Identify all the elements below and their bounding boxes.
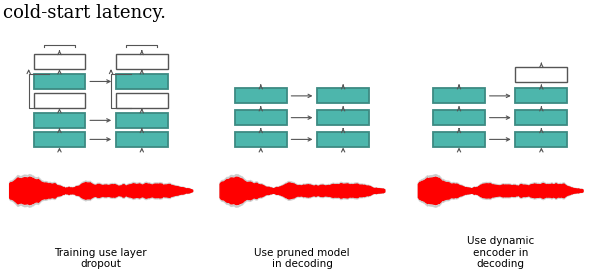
Bar — [34, 74, 85, 89]
Bar — [515, 88, 567, 103]
Bar — [34, 93, 85, 108]
Bar — [116, 113, 168, 128]
Bar — [235, 110, 287, 125]
Bar — [116, 93, 168, 108]
Bar — [235, 132, 287, 147]
Bar — [317, 132, 369, 147]
Bar — [235, 88, 287, 103]
Bar — [116, 132, 168, 147]
Bar — [515, 132, 567, 147]
Bar — [433, 132, 485, 147]
Bar — [515, 67, 567, 82]
Bar — [34, 54, 85, 69]
Bar — [433, 88, 485, 103]
Bar — [116, 54, 168, 69]
Bar — [317, 88, 369, 103]
Bar — [317, 110, 369, 125]
Text: Training use layer
dropout: Training use layer dropout — [54, 248, 147, 269]
Bar — [116, 74, 168, 89]
Text: Use pruned model
in decoding: Use pruned model in decoding — [254, 248, 350, 269]
Bar — [34, 132, 85, 147]
Bar — [34, 113, 85, 128]
Bar — [433, 110, 485, 125]
Text: Use dynamic
encoder in
decoding: Use dynamic encoder in decoding — [467, 236, 534, 269]
Text: cold-start latency.: cold-start latency. — [3, 4, 166, 22]
Bar — [515, 110, 567, 125]
